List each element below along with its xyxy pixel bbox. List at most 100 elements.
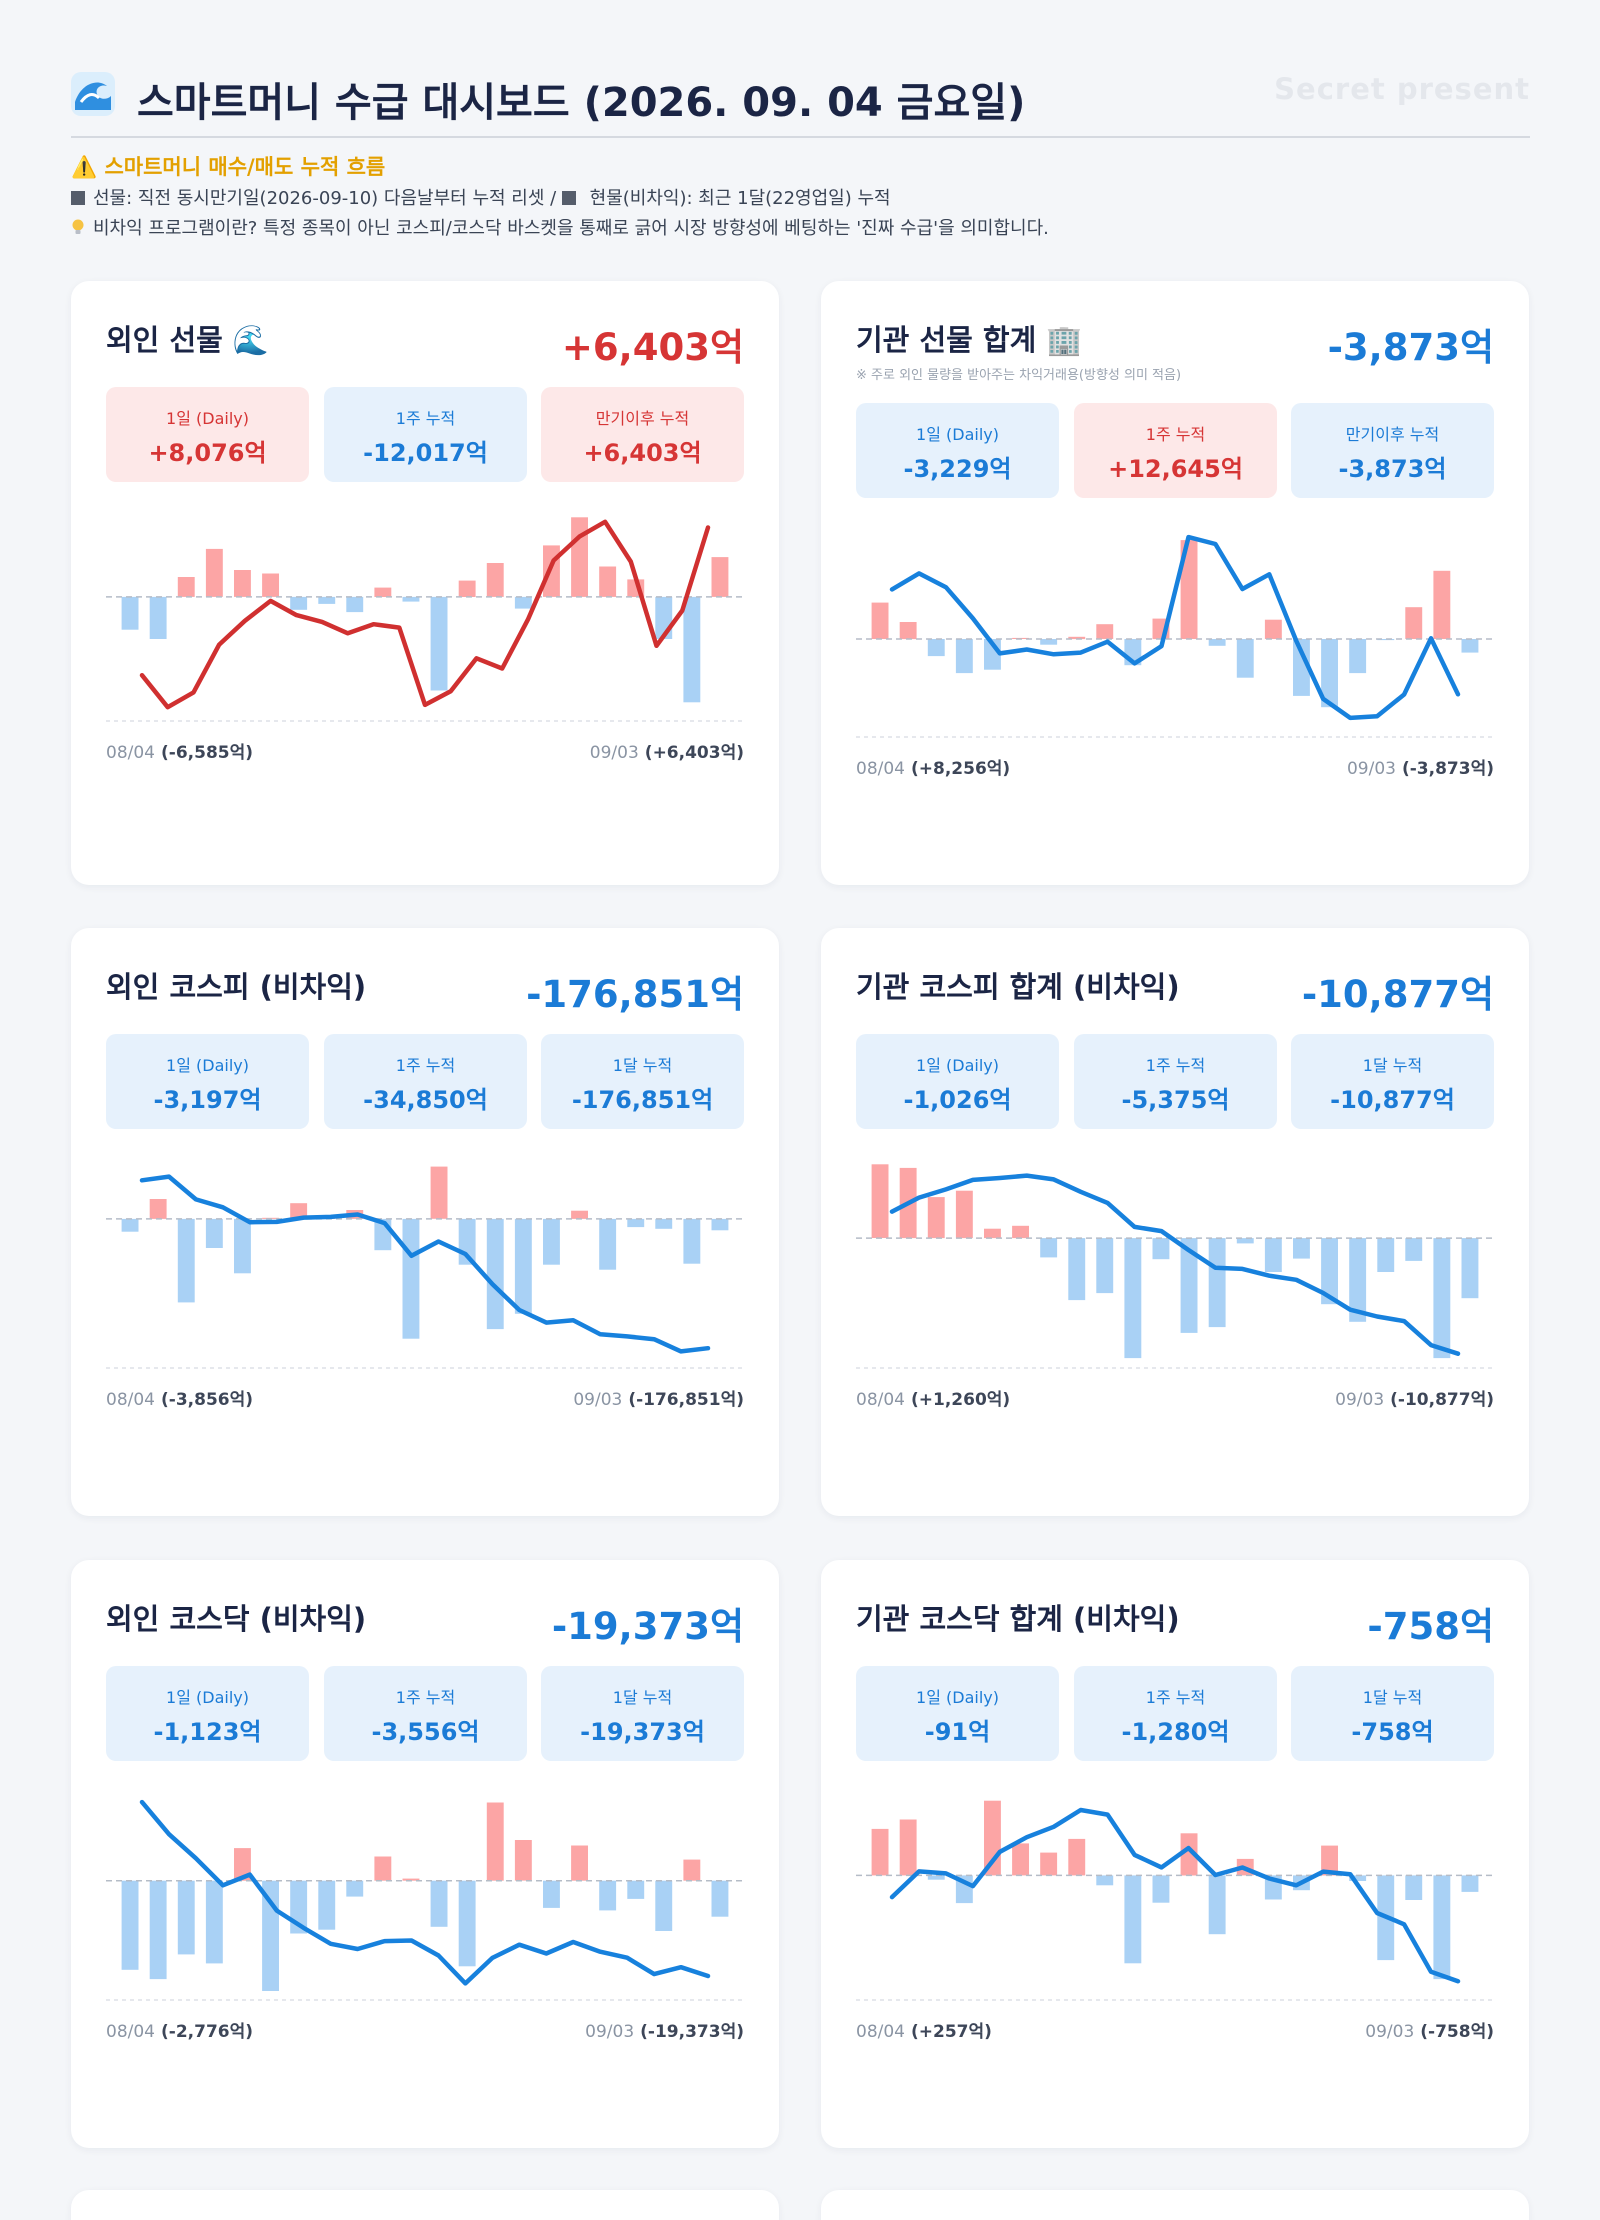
flow-bar	[871, 1164, 889, 1238]
flow-bar	[430, 1880, 448, 1927]
stat-box: 1일 (Daily) +8,076억	[106, 387, 309, 482]
flow-chart	[106, 1166, 744, 1369]
start-date: 08/04	[106, 743, 155, 763]
stat-box: 1주 누적 -34,850억	[324, 1034, 527, 1129]
flow-bar	[149, 1199, 167, 1219]
flow-bar	[234, 1848, 251, 1881]
flow-bar	[1433, 1238, 1451, 1359]
flow-bar	[1096, 1875, 1114, 1886]
card-title: 기관 코스피 합계 (비차익)	[856, 970, 1180, 1004]
stat-boxes: 1일 (Daily) +8,076억 1주 누적 -12,017억 만기이후 누적 +6,…	[106, 387, 744, 482]
flow-chart	[856, 534, 1494, 738]
stat-box: 1주 누적 -5,375억	[1074, 1034, 1277, 1129]
stat-value: -1,280억	[1121, 1718, 1230, 1746]
flow-bar	[1096, 1238, 1114, 1294]
stat-value: -1,123억	[153, 1718, 262, 1746]
cumulative-line	[139, 1799, 711, 1986]
cumulative-line	[889, 1173, 1461, 1356]
flow-bar	[1405, 1875, 1423, 1900]
flow-bar	[1433, 1875, 1451, 1980]
flow-bar	[514, 1840, 532, 1881]
flow-bar	[1236, 639, 1254, 678]
start-date: 08/04	[106, 1390, 155, 1410]
flow-bar	[121, 1218, 139, 1232]
flow-bar	[1321, 1845, 1338, 1876]
flow-card-partial	[71, 2190, 779, 2220]
square-icon	[71, 191, 85, 205]
start-label: 08/04 (-2,776억)	[106, 2017, 253, 2042]
stat-label: 1주 누적	[1145, 425, 1206, 444]
card-total-value: -10,877억	[1301, 973, 1494, 1016]
program-note: 비차익 프로그램이란? 특정 종목이 아닌 코스피/코스닥 바스켓을 통째로 긁…	[93, 218, 1049, 239]
flow-bar	[1040, 639, 1058, 645]
flow-bar	[627, 1218, 645, 1228]
stat-boxes: 1일 (Daily) -3,229억 1주 누적 +12,645억 만기이후 누적 -3,…	[856, 403, 1494, 498]
flow-bar	[1068, 1238, 1086, 1301]
flow-bar	[1152, 1875, 1170, 1903]
legend-note: 선물: 직전 동시만기일(2026-09-10) 다음날부터 누적 리셋 / 현…	[71, 184, 1530, 214]
stat-label: 1일 (Daily)	[166, 1056, 249, 1075]
flow-bar	[543, 545, 560, 597]
flow-bar	[430, 1166, 448, 1219]
flow-bar	[1321, 639, 1338, 708]
stat-label: 1일 (Daily)	[916, 1688, 999, 1707]
flow-bar	[871, 602, 889, 639]
flow-bar	[205, 548, 223, 597]
flow-chart	[106, 517, 744, 722]
end-value: (-176,851억)	[628, 1390, 744, 1410]
card-title: 기관 코스닥 합계 (비차익)	[856, 1602, 1180, 1636]
flow-bar	[402, 1218, 420, 1339]
stat-box: 1일 (Daily) -3,229억	[856, 403, 1059, 498]
end-label: 09/03 (-3,873억)	[1347, 754, 1494, 779]
card-subtitle: ※ 주로 외인 물량을 받아주는 차익거래용(방향성 의미 적음)	[856, 368, 1182, 383]
stat-label: 1달 누적	[612, 1056, 673, 1075]
flow-bar	[1040, 1852, 1058, 1876]
end-date: 09/03	[1365, 2022, 1415, 2042]
flow-bar	[262, 573, 279, 597]
flow-bar	[402, 596, 420, 602]
stat-value: -3,556억	[371, 1718, 480, 1746]
stat-value: -34,850억	[363, 1086, 488, 1114]
flow-card: 외인 코스피 (비차익) -176,851억 1일 (Daily) -3,197억 1주…	[71, 928, 779, 1516]
start-label: 08/04 (+1,260억)	[856, 1385, 1010, 1410]
flow-bar	[486, 563, 504, 597]
flow-bar	[599, 1880, 617, 1911]
flow-bar	[711, 1218, 729, 1231]
stat-box: 1달 누적 -758억	[1291, 1666, 1494, 1761]
stat-box: 1일 (Daily) -1,123억	[106, 1666, 309, 1761]
stat-label: 1달 누적	[1362, 1056, 1423, 1075]
flow-card: 외인 코스닥 (비차익) -19,373억 1일 (Daily) -1,123억 1주 …	[71, 1560, 779, 2148]
start-date: 08/04	[856, 1390, 905, 1410]
futures-note: 선물: 직전 동시만기일(2026-09-10) 다음날부터 누적 리셋 /	[93, 188, 562, 209]
start-value: (-6,585억)	[161, 743, 254, 763]
flow-bar	[627, 1880, 645, 1899]
flow-bar	[1152, 1238, 1170, 1260]
warning-note: ⚠️ 스마트머니 매수/매도 누적 흐름	[71, 155, 386, 179]
start-date: 08/04	[106, 2022, 155, 2042]
stat-label: 1일 (Daily)	[916, 1056, 999, 1075]
flow-bar	[514, 596, 532, 609]
flow-bar	[683, 1218, 701, 1264]
lightbulb-icon	[72, 219, 84, 234]
stat-label: 1주 누적	[395, 1688, 456, 1707]
stat-value: -176,851억	[571, 1086, 714, 1114]
flow-bar	[927, 1197, 945, 1239]
start-date: 08/04	[856, 2022, 905, 2042]
stat-box: 1달 누적 -176,851억	[541, 1034, 744, 1129]
flow-bar	[318, 1880, 336, 1930]
stat-boxes: 1일 (Daily) -1,123억 1주 누적 -3,556억 1달 누적 -19,37…	[106, 1666, 744, 1761]
page-title: 스마트머니 수급 대시보드 (2026. 09. 04 금요일)	[137, 80, 1026, 126]
end-date: 09/03	[1335, 1390, 1385, 1410]
stat-box: 1일 (Daily) -91억	[856, 1666, 1059, 1761]
stat-box: 1일 (Daily) -3,197억	[106, 1034, 309, 1129]
stat-boxes: 1일 (Daily) -3,197억 1주 누적 -34,850억 1달 누적 -176,…	[106, 1034, 744, 1129]
flow-card: 기관 선물 합계 🏢 ※ 주로 외인 물량을 받아주는 차익거래용(방향성 의미 …	[821, 281, 1529, 885]
end-date: 09/03	[589, 743, 639, 763]
stat-value: -91억	[924, 1718, 991, 1746]
stat-box: 만기이후 누적 +6,403억	[541, 387, 744, 482]
end-value: (+6,403억)	[644, 743, 744, 763]
flow-bar	[899, 622, 917, 640]
flow-bar	[871, 1828, 889, 1876]
flow-bar	[1405, 607, 1423, 639]
flow-bar	[1012, 1843, 1029, 1876]
